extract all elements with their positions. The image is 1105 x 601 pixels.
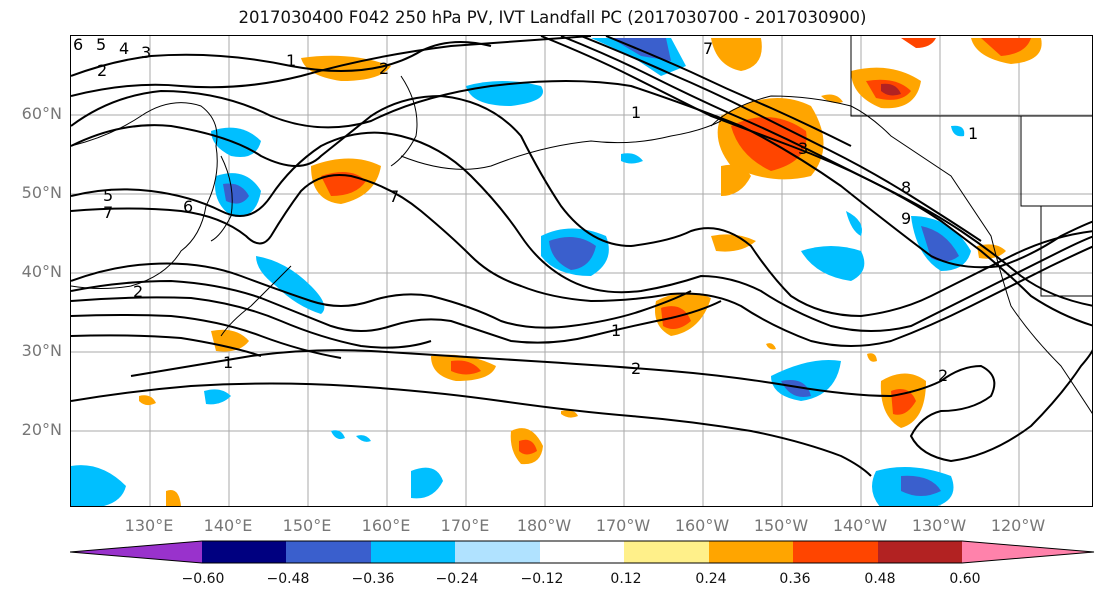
contour-label: 2 [97, 61, 107, 80]
colorbar-tick-label: 0.12 [610, 571, 642, 587]
longitude-label: 170°W [595, 516, 651, 535]
colorbar-extend-max [962, 541, 1094, 563]
contour-label: 3 [141, 43, 151, 62]
colorbar-tick-label: −0.24 [435, 571, 479, 587]
contour-label: 7 [103, 203, 113, 222]
longitude-label: 140°W [832, 516, 888, 535]
colorbar-segment [878, 541, 962, 563]
longitude-label: 150°E [282, 516, 332, 535]
latitude-label: 40°N [21, 262, 62, 281]
colorbar-segment [455, 541, 540, 563]
contour-label: 7 [703, 39, 713, 58]
pv-contours [71, 36, 1092, 477]
colorbar-tick-label: 0.36 [779, 571, 811, 587]
contour-label: 5 [103, 186, 113, 205]
map-panel: 6 5 4 3 2 1 2 5 7 6 7 1 2 1 3 8 9 1 2 7 … [70, 35, 1093, 507]
colorbar-tick-label: −0.12 [520, 571, 564, 587]
latitude-label: 20°N [21, 420, 62, 439]
graticule [71, 36, 1092, 506]
contour-label: 1 [968, 124, 978, 143]
colorbar-tick-label: 0.24 [695, 571, 727, 587]
contour-label: 2 [938, 366, 948, 385]
longitude-label: 130°E [124, 516, 174, 535]
latitude-label: 30°N [21, 341, 62, 360]
colorbar [70, 540, 1095, 564]
contour-label: 3 [798, 139, 808, 158]
colorbar-segment [286, 541, 371, 563]
contour-label: 8 [901, 178, 911, 197]
latitude-label: 50°N [21, 183, 62, 202]
longitude-label: 170°E [440, 516, 490, 535]
positive-anomaly-shading [139, 38, 1042, 506]
contour-label: 4 [119, 39, 129, 58]
longitude-label: 120°W [990, 516, 1046, 535]
longitude-label: 180°W [516, 516, 572, 535]
colorbar-segment [709, 541, 793, 563]
contour-label-group: 6 5 4 3 2 1 2 5 7 6 7 1 2 1 3 8 9 1 2 7 … [73, 36, 978, 385]
colorbar-segment [624, 541, 709, 563]
contour-label: 6 [73, 36, 83, 54]
colorbar-segment [202, 541, 286, 563]
contour-label: 2 [133, 282, 143, 301]
longitude-label: 160°E [361, 516, 411, 535]
contour-label: 1 [223, 353, 233, 372]
contour-label: 7 [389, 187, 399, 206]
colorbar-outline [70, 540, 1095, 564]
colorbar-tick-label: −0.60 [181, 571, 225, 587]
colorbar-tick-label: 0.48 [864, 571, 896, 587]
colorbar-tick-label: 0.60 [949, 571, 981, 587]
coastlines [71, 36, 1092, 414]
longitude-label: 130°W [911, 516, 967, 535]
longitude-label: 150°W [753, 516, 809, 535]
map-canvas: 6 5 4 3 2 1 2 5 7 6 7 1 2 1 3 8 9 1 2 7 … [71, 36, 1092, 506]
latitude-label: 60°N [21, 104, 62, 123]
longitude-label: 140°E [203, 516, 253, 535]
longitude-label: 160°W [674, 516, 730, 535]
contour-label: 2 [379, 59, 389, 78]
contour-label: 1 [611, 321, 621, 340]
colorbar-segment [371, 541, 455, 563]
colorbar-tick-label: −0.36 [351, 571, 395, 587]
contour-label: 5 [96, 36, 106, 54]
colorbar-extend-min [70, 541, 202, 563]
contour-label: 2 [631, 359, 641, 378]
contour-label: 6 [183, 197, 193, 216]
contour-label: 1 [631, 103, 641, 122]
contour-label: 9 [901, 209, 911, 228]
contour-label: 1 [286, 51, 296, 70]
colorbar-segment [540, 541, 624, 563]
colorbar-segment [793, 541, 878, 563]
map-title: 2017030400 F042 250 hPa PV, IVT Landfall… [238, 8, 867, 27]
colorbar-tick-label: −0.48 [266, 571, 310, 587]
